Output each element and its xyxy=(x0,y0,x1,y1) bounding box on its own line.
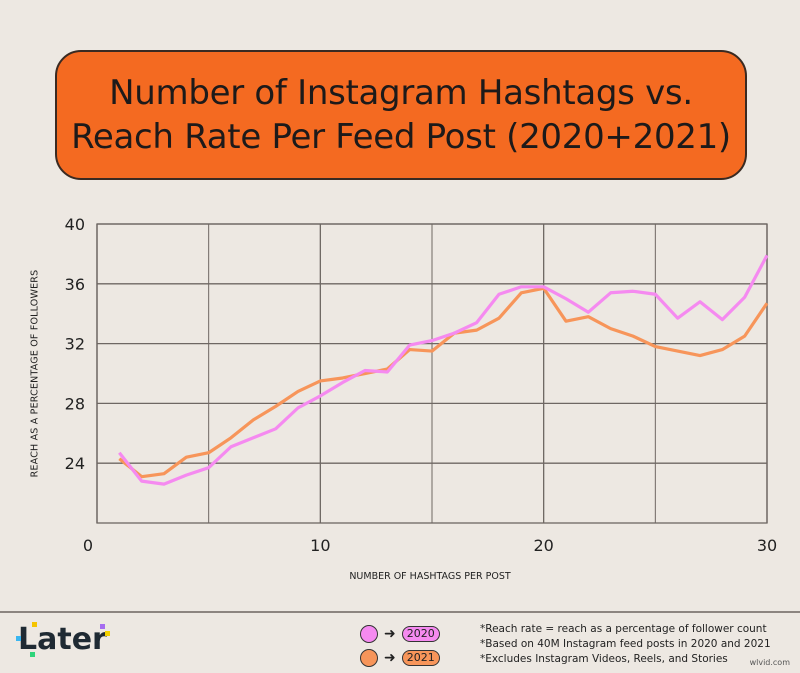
circle-icon xyxy=(360,649,378,667)
x-tick-label: 30 xyxy=(757,536,777,555)
watermark: wlvid.com xyxy=(749,658,790,667)
y-axis-label: REACH AS A PERCENTAGE OF FOLLOWERS xyxy=(29,269,41,478)
footer-divider xyxy=(0,611,800,613)
arrow-right-icon: ➜ xyxy=(384,650,396,666)
x-tick-label: 10 xyxy=(310,536,330,555)
title-line-2: Reach Rate Per Feed Post (2020+2021) xyxy=(71,117,731,157)
x-axis-label: NUMBER OF HASHTAGS PER POST xyxy=(349,571,511,582)
x-tick-label: 0 xyxy=(83,536,93,555)
y-tick-label: 40 xyxy=(65,215,85,234)
legend: ➜ 2020 ➜ 2021 xyxy=(360,622,440,670)
plot-frame xyxy=(96,223,768,524)
note: *Based on 40M Instagram feed posts in 20… xyxy=(480,638,771,650)
circle-icon xyxy=(360,625,378,643)
y-tick-label: 28 xyxy=(65,394,85,413)
y-tick-label: 36 xyxy=(65,275,85,294)
title-line-1: Number of Instagram Hashtags vs. xyxy=(109,73,693,113)
series-line-2020 xyxy=(118,254,769,486)
x-tick-label: 20 xyxy=(533,536,553,555)
arrow-right-icon: ➜ xyxy=(384,626,396,642)
line-chart: 24 28 32 36 40 0 10 20 30 xyxy=(65,215,778,555)
footnotes: *Reach rate = reach as a percentage of f… xyxy=(480,622,771,667)
note: *Reach rate = reach as a percentage of f… xyxy=(480,623,767,635)
title-banner: Number of Instagram Hashtags vs. Reach R… xyxy=(55,50,747,180)
later-logo: Later xyxy=(16,622,110,657)
legend-item-2021: ➜ 2021 xyxy=(360,646,440,670)
note: *Excludes Instagram Videos, Reels, and S… xyxy=(480,653,728,665)
series-line-2021 xyxy=(118,286,769,479)
y-tick-label: 32 xyxy=(65,335,85,354)
y-tick-label: 24 xyxy=(65,454,85,473)
legend-item-2020: ➜ 2020 xyxy=(360,622,440,646)
